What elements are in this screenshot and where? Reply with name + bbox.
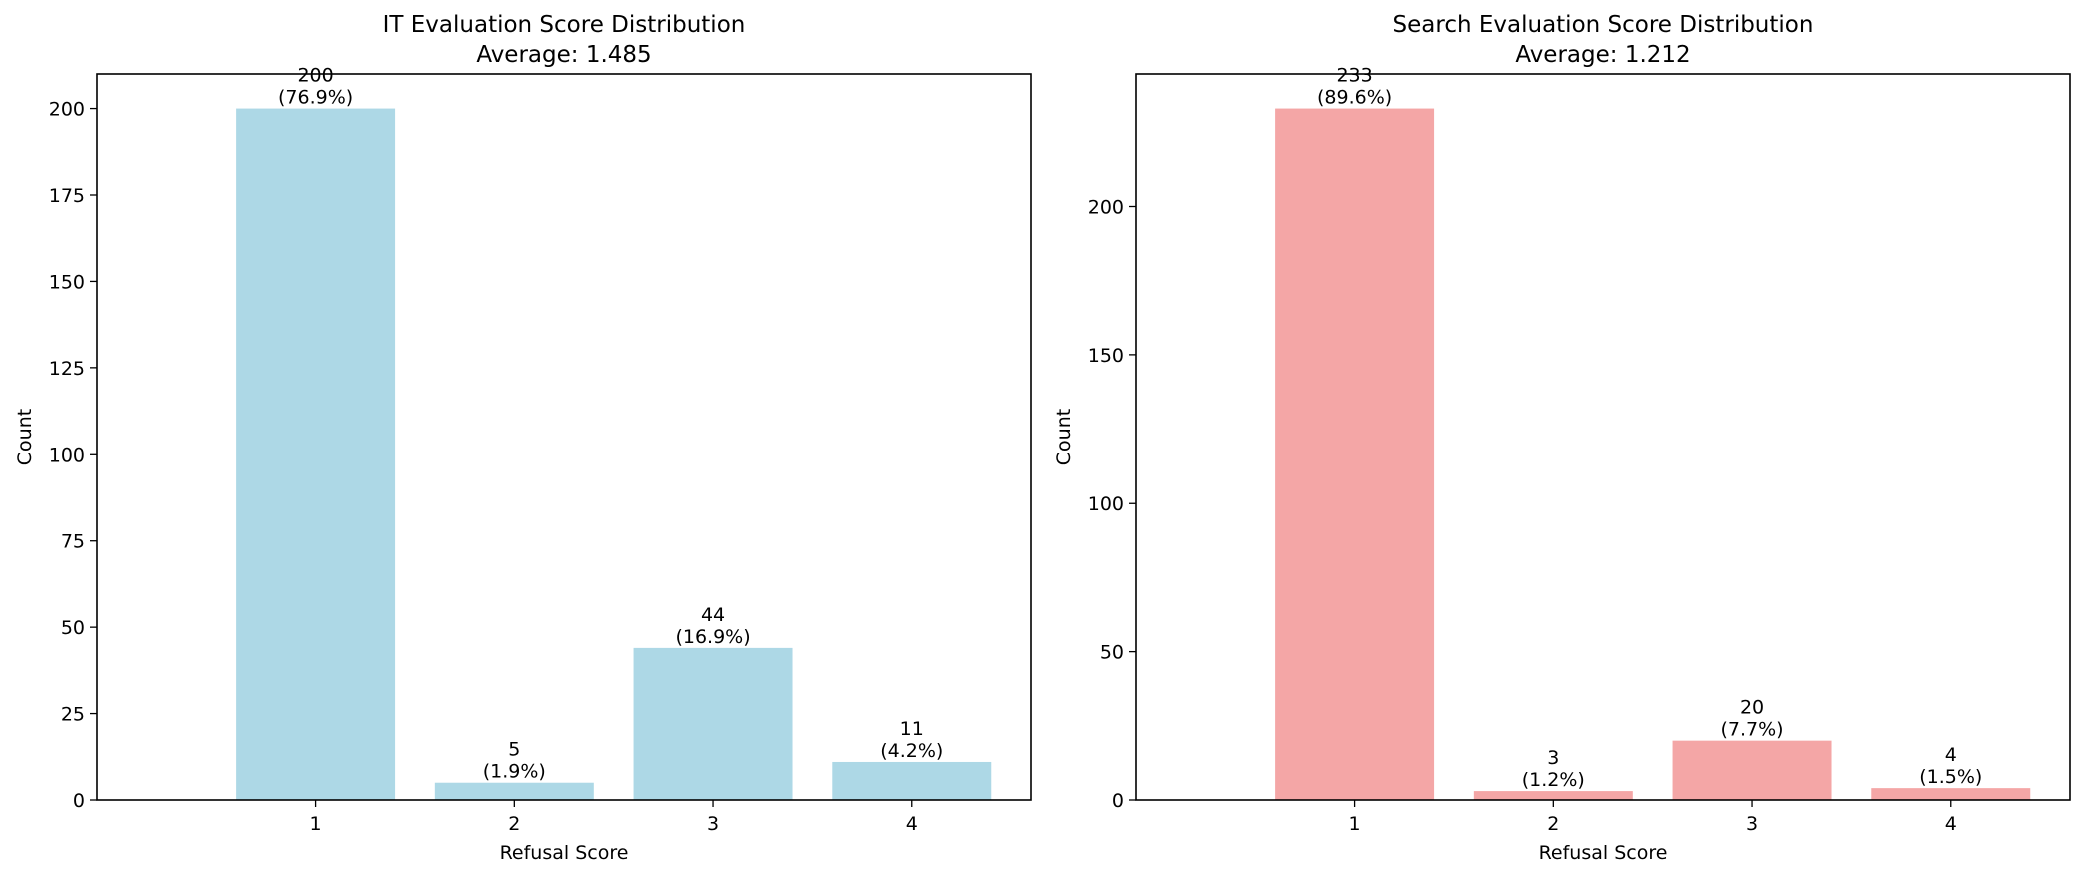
bar-3 [1672, 740, 1832, 800]
y-tick-label: 200 [1088, 196, 1124, 218]
data-label-count: 233 [1336, 65, 1372, 87]
x-tick-label: 3 [707, 813, 719, 835]
y-tick-label: 50 [1100, 642, 1124, 664]
y-axis-label: Count [1053, 409, 1075, 465]
y-tick-label: 75 [61, 531, 85, 553]
x-tick-label: 1 [310, 813, 322, 835]
data-label-percent: (1.5%) [1919, 766, 1982, 788]
data-label-percent: (4.2%) [880, 740, 943, 762]
y-tick-label: 175 [49, 185, 85, 207]
data-label-percent: (1.2%) [1522, 769, 1585, 791]
y-tick-label: 200 [49, 99, 85, 121]
y-axis-label: Count [14, 409, 36, 465]
y-tick-label: 150 [49, 271, 85, 293]
bar-2 [434, 782, 594, 800]
chart-title: Search Evaluation Score Distribution [1393, 12, 1814, 38]
y-tick-label: 50 [61, 617, 85, 639]
x-tick-label: 2 [508, 813, 520, 835]
chart-subtitle: Average: 1.212 [1515, 42, 1690, 68]
bar-1 [236, 108, 396, 801]
data-label-count: 44 [701, 604, 725, 626]
data-label-count: 5 [508, 739, 520, 761]
y-tick-label: 100 [49, 444, 85, 466]
data-label-percent: (89.6%) [1317, 87, 1392, 109]
data-label-percent: (76.9%) [278, 87, 353, 109]
bar-1 [1275, 108, 1435, 801]
chart-subtitle: Average: 1.485 [476, 42, 651, 68]
data-label-percent: (1.9%) [483, 761, 546, 783]
data-label-count: 200 [297, 65, 333, 87]
data-label-count: 4 [1945, 744, 1957, 766]
y-tick-label: 150 [1088, 345, 1124, 367]
x-tick-label: 2 [1547, 813, 1559, 835]
data-label-count: 3 [1547, 747, 1559, 769]
data-label-count: 20 [1740, 697, 1764, 719]
y-tick-label: 100 [1088, 493, 1124, 515]
x-tick-label: 3 [1746, 813, 1758, 835]
y-tick-label: 0 [73, 790, 85, 812]
bar-4 [832, 761, 992, 800]
y-tick-label: 25 [61, 704, 85, 726]
x-axis-label: Refusal Score [500, 842, 629, 864]
bar-3 [633, 647, 793, 800]
plot-frame [1135, 73, 2071, 801]
y-tick-label: 125 [49, 358, 85, 380]
x-tick-label: 4 [906, 813, 918, 835]
plot-frame [96, 73, 1032, 801]
x-tick-label: 4 [1945, 813, 1957, 835]
y-tick-label: 0 [1112, 790, 1124, 812]
data-label-count: 11 [900, 718, 924, 740]
x-tick-label: 1 [1349, 813, 1361, 835]
data-label-percent: (7.7%) [1720, 719, 1783, 741]
x-axis-label: Refusal Score [1539, 842, 1668, 864]
bar-4 [1871, 788, 2031, 800]
data-label-percent: (16.9%) [675, 626, 750, 648]
bar-2 [1473, 791, 1633, 800]
chart-title: IT Evaluation Score Distribution [383, 12, 746, 38]
